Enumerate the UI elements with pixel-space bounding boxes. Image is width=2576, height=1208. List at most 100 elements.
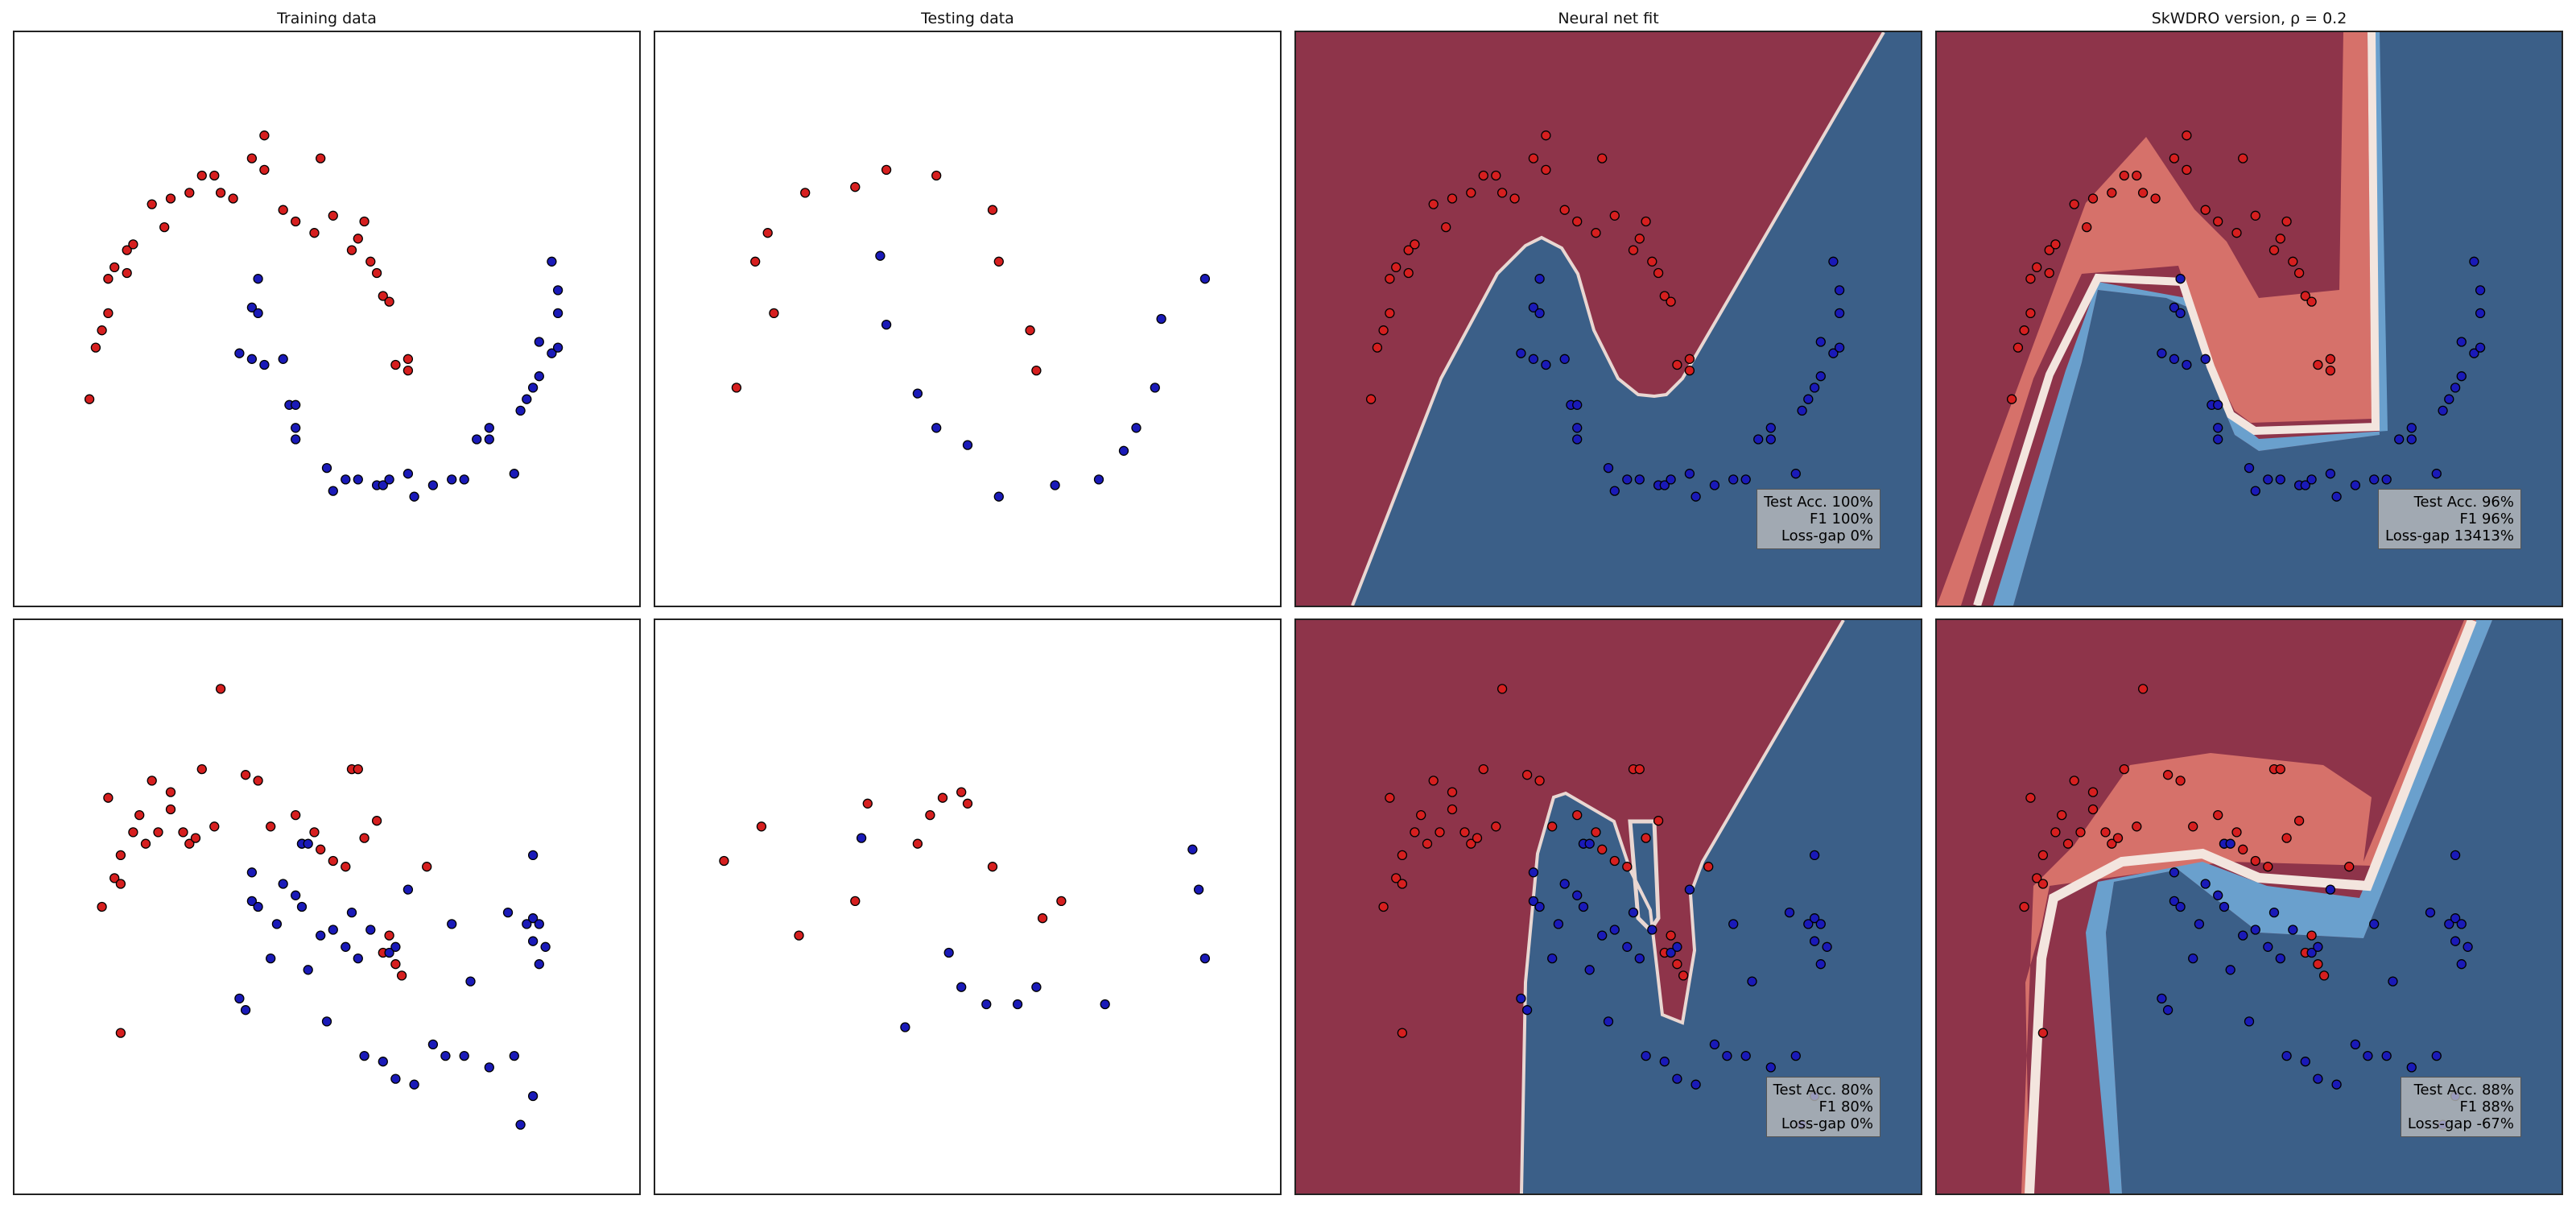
data-point-red (1496, 188, 1508, 198)
row2-testing-scatter (719, 787, 1211, 1032)
data-point-red (140, 838, 151, 849)
data-point-red (2200, 205, 2211, 215)
data-point-blue (1634, 474, 1645, 485)
data-point-red (2268, 245, 2280, 255)
data-point-red (291, 809, 301, 821)
f1-score: F1 88% (2459, 1098, 2514, 1115)
data-point-red (1684, 354, 1695, 364)
data-point-red (2119, 170, 2129, 181)
data-point-blue (1690, 1079, 1701, 1090)
data-point-blue (1684, 469, 1695, 479)
data-point-blue (2456, 959, 2467, 970)
data-point-blue (1609, 486, 1620, 496)
data-point-blue (547, 348, 557, 358)
data-point-red (209, 821, 220, 832)
data-point-blue (2263, 941, 2273, 952)
data-point-blue (1828, 348, 1839, 358)
data-point-red (956, 787, 967, 797)
loss-gap: Loss-gap -67% (2407, 1115, 2514, 1132)
data-point-blue (534, 959, 544, 970)
data-point-red (2137, 684, 2149, 694)
data-point-blue (353, 953, 363, 964)
data-point-blue (1809, 850, 1820, 861)
data-point-blue (2350, 1039, 2361, 1050)
data-point-red (184, 188, 195, 198)
data-point-red (1447, 193, 1458, 204)
data-point-red (278, 205, 288, 215)
data-point-red (2182, 164, 2192, 176)
data-point-blue (328, 925, 338, 935)
data-point-blue (527, 1090, 539, 1102)
data-point-red (1410, 239, 1420, 250)
data-point-red (103, 274, 114, 284)
data-point-blue (2475, 285, 2486, 296)
data-point-blue (2388, 976, 2398, 987)
data-point-red (1428, 199, 1439, 209)
data-point-blue (1809, 913, 1820, 924)
row1-neural-net-plot (1296, 32, 1921, 606)
data-point-red (1528, 153, 1539, 163)
data-point-blue (2182, 359, 2192, 370)
data-point-blue (1728, 474, 1739, 485)
data-point-red (1397, 1028, 1408, 1038)
data-point-blue (2169, 302, 2180, 312)
data-point-blue (856, 833, 867, 843)
data-point-blue (1765, 1062, 1776, 1073)
data-point-red (2231, 827, 2242, 838)
data-point-red (2250, 855, 2260, 867)
region-red (1296, 620, 1843, 1194)
data-point-red (1391, 873, 1402, 883)
data-point-blue (1572, 399, 1583, 410)
data-point-blue (1672, 941, 1682, 952)
data-point-blue (1572, 423, 1583, 433)
data-point-red (2213, 809, 2223, 821)
data-point-red (196, 170, 207, 181)
data-point-blue (1765, 434, 1776, 445)
data-point-red (850, 182, 861, 192)
data-point-blue (2175, 274, 2186, 284)
data-point-red (1435, 827, 1445, 838)
data-point-blue (1559, 879, 1570, 889)
data-point-blue (1528, 896, 1539, 907)
data-point-blue (1559, 354, 1570, 364)
data-point-red (750, 256, 761, 267)
data-point-blue (1634, 953, 1645, 964)
data-point-red (762, 228, 773, 238)
data-point-red (2293, 816, 2305, 826)
data-point-blue (1131, 423, 1141, 433)
row1-testing-panel (654, 31, 1282, 607)
decision-boundary (1351, 32, 1885, 606)
data-point-blue (509, 1050, 519, 1061)
data-point-red (2313, 359, 2323, 370)
data-point-red (2238, 844, 2248, 854)
data-point-blue (1797, 405, 1807, 416)
data-point-red (2175, 776, 2186, 786)
data-point-blue (2431, 1050, 2442, 1061)
data-point-red (1385, 308, 1395, 319)
data-point-red (196, 763, 207, 775)
data-point-blue (246, 896, 258, 907)
row2-skwdro-panel: Test Acc. 88% F1 88% Loss-gap -67% (1935, 618, 2563, 1195)
data-point-blue (1622, 941, 1633, 952)
data-point-blue (2450, 913, 2461, 924)
data-point-blue (2169, 354, 2180, 364)
data-point-blue (527, 936, 539, 946)
row1-training-scatter (84, 130, 564, 502)
data-point-blue (2157, 348, 2167, 358)
data-point-blue (1553, 919, 1564, 929)
data-point-blue (2288, 925, 2298, 935)
data-point-red (2263, 862, 2273, 872)
data-point-red (1609, 855, 1620, 867)
data-point-blue (296, 901, 308, 912)
data-point-blue (1199, 274, 1211, 284)
data-point-red (103, 792, 114, 803)
data-point-blue (2450, 383, 2461, 393)
data-point-blue (943, 947, 954, 958)
data-point-blue (459, 1050, 469, 1061)
data-point-red (1653, 816, 1664, 826)
data-point-blue (440, 1050, 451, 1061)
data-point-blue (234, 348, 245, 358)
data-point-blue (540, 941, 551, 952)
data-point-red (109, 262, 120, 273)
data-point-blue (1584, 965, 1595, 975)
